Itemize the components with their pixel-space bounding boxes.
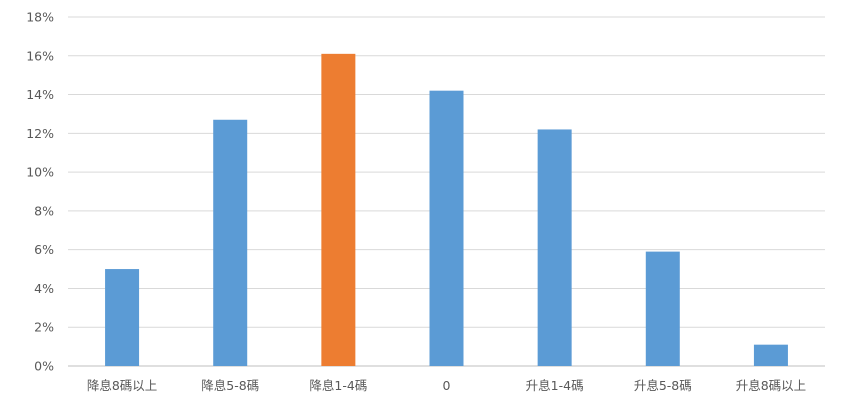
bar: [429, 90, 464, 366]
y-tick-label: 6%: [34, 242, 54, 257]
y-tick-label: 2%: [34, 320, 54, 335]
y-tick-label: 8%: [34, 203, 54, 218]
y-tick-label: 12%: [26, 126, 54, 141]
y-tick-label: 16%: [26, 48, 54, 63]
x-tick-label: 降息8碼以上: [87, 378, 157, 393]
bar: [537, 129, 572, 366]
x-tick-label: 升息5-8碼: [634, 378, 692, 393]
bar: [645, 251, 680, 366]
bar: [213, 119, 248, 366]
y-tick-label: 10%: [26, 165, 54, 180]
y-tick-label: 0%: [34, 359, 54, 374]
y-tick-label: 18%: [26, 10, 54, 25]
x-tick-label: 升息8碼以上: [736, 378, 806, 393]
y-tick-label: 4%: [34, 281, 54, 296]
bar: [321, 53, 356, 366]
x-tick-label: 降息5-8碼: [201, 378, 259, 393]
x-tick-label: 降息1-4碼: [309, 378, 367, 393]
bar: [105, 269, 140, 366]
bar: [753, 344, 788, 366]
y-tick-label: 14%: [26, 87, 54, 102]
x-tick-label: 升息1-4碼: [526, 378, 584, 393]
x-tick-label: 0: [443, 378, 451, 393]
